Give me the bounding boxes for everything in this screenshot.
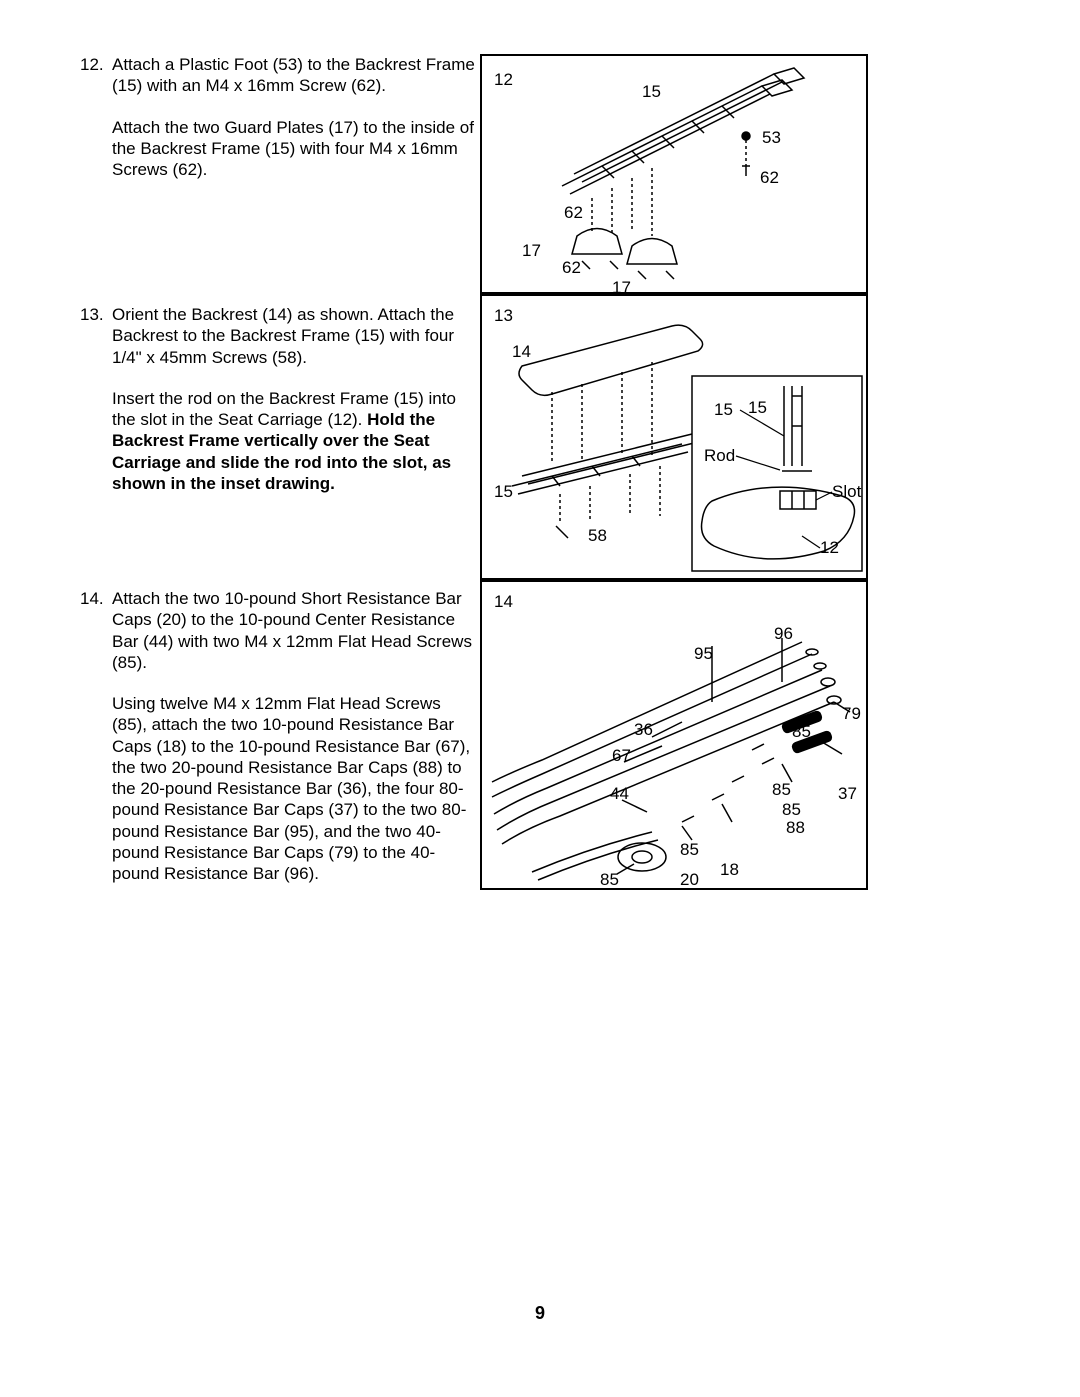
step-12: 12. Attach a Plastic Foot (53) to the Ba…: [80, 54, 480, 200]
callout: 62: [562, 258, 581, 278]
page: 12. Attach a Plastic Foot (53) to the Ba…: [80, 54, 1000, 1334]
callout: 85: [772, 780, 791, 800]
step-body: Attach the two 10-pound Short Resistance…: [80, 588, 480, 884]
diagram-step-label: 12: [494, 70, 513, 90]
callout: 85: [792, 722, 811, 742]
step-13: 13. Orient the Backrest (14) as shown. A…: [80, 304, 480, 514]
step-body: Attach a Plastic Foot (53) to the Backre…: [80, 54, 480, 180]
step-paragraph: Insert the rod on the Backrest Frame (15…: [112, 388, 480, 494]
callout: 15: [642, 82, 661, 102]
callout: 18: [720, 860, 739, 880]
diagram-13: 13 14 15 15 58 Rod Slot 12 15: [480, 294, 868, 580]
page-number: 9: [80, 1303, 1000, 1324]
step-number: 13.: [80, 304, 104, 325]
callout: 17: [522, 241, 541, 261]
callout: 53: [762, 128, 781, 148]
callout: 88: [786, 818, 805, 838]
step-14: 14. Attach the two 10-pound Short Resist…: [80, 588, 480, 904]
callout: 62: [760, 168, 779, 188]
step-paragraph: Using twelve M4 x 12mm Flat Head Screws …: [112, 693, 480, 884]
diagram-12: 12 15 53 62 62 17 62 17: [480, 54, 868, 294]
step-paragraph: Orient the Backrest (14) as shown. Attac…: [112, 304, 480, 368]
diagram-14-svg: [482, 582, 870, 892]
callout: 85: [680, 840, 699, 860]
callout: 37: [838, 784, 857, 804]
diagram-14: 14 96 95 79 36 85 67 37 44 85 85 88 85 1…: [480, 580, 868, 890]
callout: 20: [680, 870, 699, 890]
callout: 44: [610, 784, 629, 804]
callout: 36: [634, 720, 653, 740]
step-number: 12.: [80, 54, 104, 75]
callout: 79: [842, 704, 861, 724]
diagram-step-label: 14: [494, 592, 513, 612]
inset-leaders: [482, 296, 870, 582]
callout: 95: [694, 644, 713, 664]
step-paragraph: Attach the two Guard Plates (17) to the …: [112, 117, 480, 181]
callout: 85: [782, 800, 801, 820]
step-body: Orient the Backrest (14) as shown. Attac…: [80, 304, 480, 494]
step-paragraph: Attach a Plastic Foot (53) to the Backre…: [112, 54, 480, 97]
callout: 62: [564, 203, 583, 223]
callout: 67: [612, 746, 631, 766]
step-number: 14.: [80, 588, 104, 609]
step-paragraph: Attach the two 10-pound Short Resistance…: [112, 588, 480, 673]
callout: 96: [774, 624, 793, 644]
callout: 85: [600, 870, 619, 890]
